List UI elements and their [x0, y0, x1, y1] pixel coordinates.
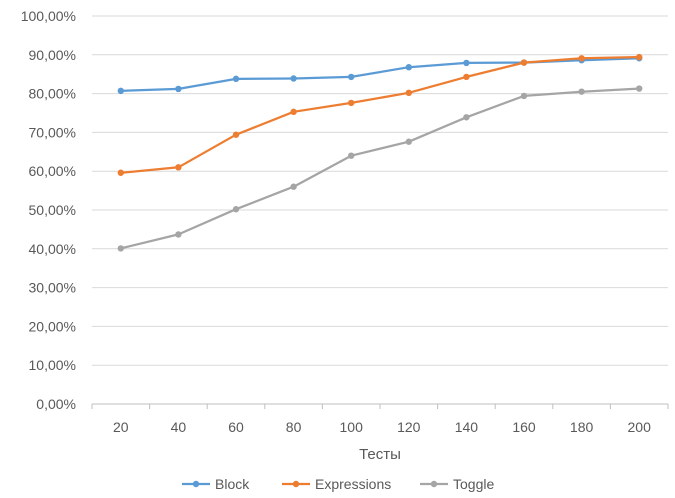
x-tick-label: 60	[228, 419, 244, 435]
x-axis	[91, 403, 669, 409]
x-axis-ticks: 20 40 60 80 100 120 140 160 180 200	[113, 419, 651, 435]
y-tick-label: 60,00%	[29, 163, 76, 179]
data-point-expressions	[117, 169, 125, 176]
data-point-block	[175, 85, 182, 93]
x-tick-label: 120	[397, 419, 421, 435]
legend-label: Block	[215, 476, 250, 492]
data-point-toggle	[578, 88, 585, 95]
y-tick-label: 10,00%	[29, 357, 76, 373]
data-point-toggle	[117, 245, 125, 252]
series-line-toggle	[119, 87, 641, 250]
legend-item-block: Block	[182, 476, 250, 492]
series-line-block	[119, 57, 641, 93]
series-block	[117, 55, 643, 95]
data-point-block	[405, 64, 412, 71]
data-point-expressions	[175, 164, 182, 171]
data-point-expressions	[578, 55, 585, 62]
x-tick-label: 20	[113, 419, 129, 435]
data-point-toggle	[348, 152, 355, 159]
data-point-toggle	[520, 92, 528, 100]
legend-swatch-marker	[292, 480, 300, 488]
data-point-toggle	[463, 114, 470, 121]
data-point-toggle	[405, 138, 412, 145]
legend-label: Expressions	[315, 476, 391, 492]
y-tick-label: 100,00%	[21, 8, 76, 24]
y-tick-label: 50,00%	[29, 202, 76, 218]
x-axis-title: Тесты	[359, 446, 401, 463]
legend-swatch-marker	[192, 480, 200, 488]
data-point-block	[463, 59, 470, 67]
y-tick-label: 70,00%	[29, 124, 76, 140]
y-tick-label: 90,00%	[29, 47, 76, 63]
y-tick-label: 40,00%	[29, 241, 76, 257]
x-tick-label: 200	[628, 419, 652, 435]
series-group	[117, 53, 643, 252]
x-tick-label: 140	[455, 419, 479, 435]
x-tick-label: 100	[340, 419, 364, 435]
x-tick-label: 180	[570, 419, 594, 435]
series-expressions	[117, 53, 643, 176]
legend-item-expressions: Expressions	[282, 476, 391, 492]
data-point-toggle	[175, 231, 182, 238]
series-toggle	[117, 85, 643, 252]
data-point-toggle	[636, 85, 643, 92]
data-point-block	[348, 73, 355, 81]
y-tick-label: 80,00%	[29, 86, 76, 102]
series-line-expressions	[119, 55, 641, 174]
y-tick-label: 20,00%	[29, 318, 76, 334]
legend-item-toggle: Toggle	[420, 476, 494, 492]
data-point-expressions	[232, 131, 240, 138]
data-point-toggle	[290, 183, 297, 190]
data-point-expressions	[348, 99, 355, 107]
y-tick-label: 0,00%	[36, 396, 76, 412]
legend: Block Expressions Toggle	[182, 476, 494, 492]
data-point-expressions	[463, 73, 470, 81]
data-point-expressions	[636, 53, 643, 61]
legend-label: Toggle	[453, 476, 494, 492]
x-tick-label: 80	[286, 419, 302, 435]
y-axis-ticks: 0,00% 10,00% 20,00% 30,00% 40,00% 50,00% 60,00…	[21, 8, 76, 412]
legend-swatch-marker	[430, 480, 438, 488]
data-point-toggle	[232, 206, 240, 213]
data-point-expressions	[405, 89, 412, 97]
data-point-block	[117, 87, 125, 95]
data-point-expressions	[520, 59, 528, 66]
data-point-block	[232, 75, 240, 83]
data-point-expressions	[290, 108, 297, 116]
gridlines	[92, 15, 668, 366]
x-tick-label: 40	[171, 419, 187, 435]
y-tick-label: 30,00%	[29, 280, 76, 296]
x-tick-label: 160	[512, 419, 536, 435]
data-point-block	[290, 75, 297, 82]
